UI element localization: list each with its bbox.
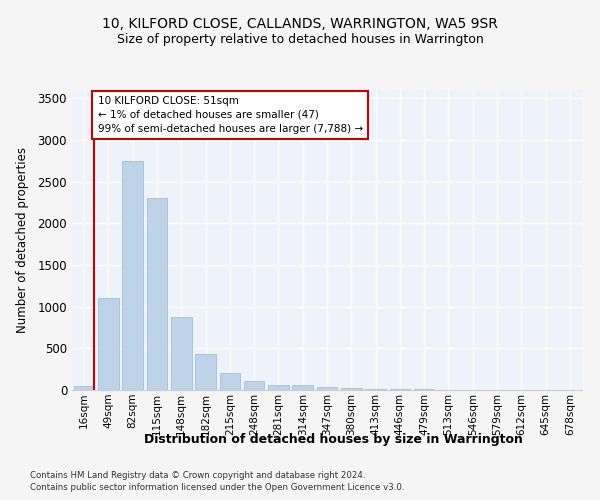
Bar [341,388,362,390]
Bar [74,386,94,390]
Text: 10, KILFORD CLOSE, CALLANDS, WARRINGTON, WA5 9SR: 10, KILFORD CLOSE, CALLANDS, WARRINGTON,… [102,18,498,32]
Bar [292,386,313,390]
Bar [195,354,216,390]
Bar [146,198,167,390]
Y-axis label: Number of detached properties: Number of detached properties [16,147,29,333]
Bar [244,381,265,390]
Bar [389,389,410,390]
Bar [268,385,289,390]
Bar [220,374,240,390]
Text: Contains public sector information licensed under the Open Government Licence v3: Contains public sector information licen… [30,484,404,492]
Bar [98,298,119,390]
Bar [171,316,191,390]
Text: 10 KILFORD CLOSE: 51sqm
← 1% of detached houses are smaller (47)
99% of semi-det: 10 KILFORD CLOSE: 51sqm ← 1% of detached… [97,96,362,134]
Bar [317,387,337,390]
Text: Contains HM Land Registry data © Crown copyright and database right 2024.: Contains HM Land Registry data © Crown c… [30,471,365,480]
Bar [122,161,143,390]
Text: Distribution of detached houses by size in Warrington: Distribution of detached houses by size … [143,432,523,446]
Bar [365,389,386,390]
Text: Size of property relative to detached houses in Warrington: Size of property relative to detached ho… [116,32,484,46]
